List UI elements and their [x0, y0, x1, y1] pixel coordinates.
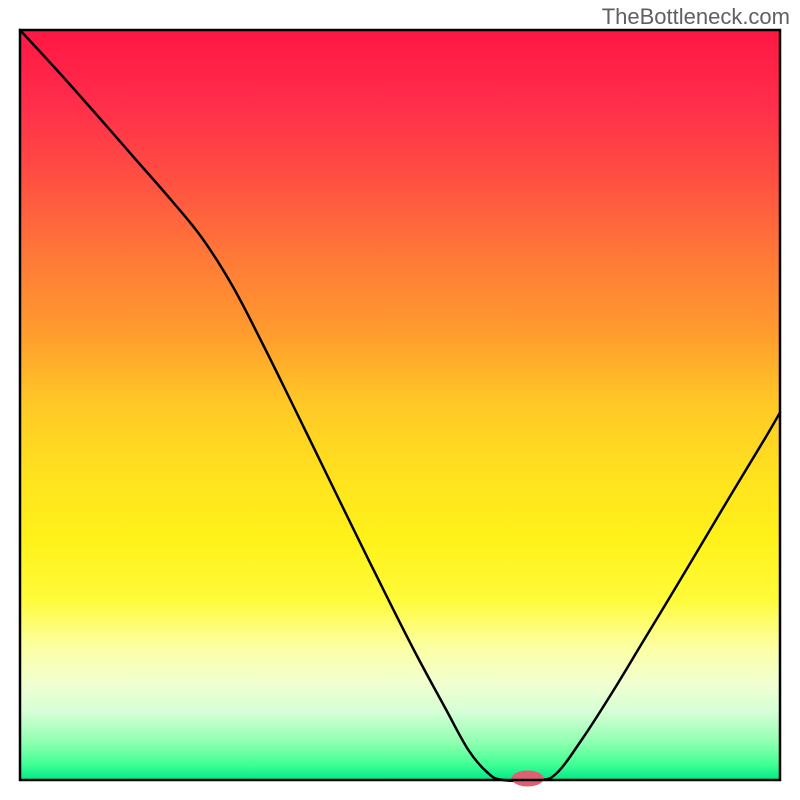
plot-area: [20, 30, 780, 787]
watermark-text: TheBottleneck.com: [602, 4, 790, 30]
bottleneck-chart: [0, 0, 800, 800]
chart-background: [20, 30, 780, 780]
optimal-marker: [512, 771, 544, 787]
chart-container: TheBottleneck.com: [0, 0, 800, 800]
